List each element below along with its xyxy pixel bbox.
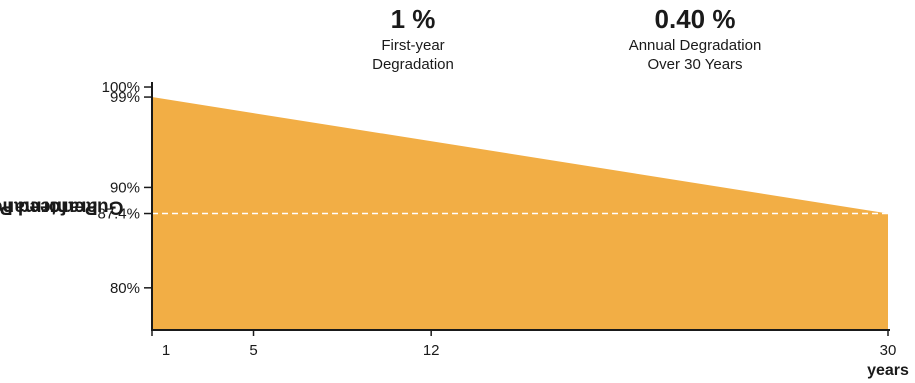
first-year-caption-line2: Degradation bbox=[372, 56, 454, 73]
x-tick-label: 5 bbox=[249, 342, 257, 359]
x-tick-label: 1 bbox=[162, 342, 170, 359]
annual-degradation-value: 0.40 % bbox=[654, 4, 736, 34]
x-tick-label: 12 bbox=[423, 342, 440, 359]
annual-caption-line2: Over 30 Years bbox=[647, 56, 743, 73]
y-axis-label-line2: Performance bbox=[0, 196, 98, 218]
x-tick-label: 30 bbox=[880, 342, 897, 359]
y-axis-label: Guaranteed PowerPerformance bbox=[0, 82, 123, 332]
annual-degradation-caption: Annual Degradation Over 30 Years bbox=[600, 36, 790, 74]
y-tick-label: 90% bbox=[110, 179, 140, 196]
first-year-degradation-value: 1 % bbox=[390, 4, 436, 34]
y-tick-label: 100% bbox=[102, 79, 140, 96]
first-year-degradation-stat: 1 % First-year Degradation bbox=[338, 4, 488, 74]
annual-caption-line1: Annual Degradation bbox=[628, 37, 762, 54]
y-tick-label: 80% bbox=[110, 280, 140, 297]
first-year-degradation-caption: First-year Degradation bbox=[338, 36, 488, 74]
y-tick-label: 99% bbox=[110, 89, 140, 106]
y-tick-label: 87.4% bbox=[97, 206, 140, 223]
annual-degradation-stat: 0.40 % Annual Degradation Over 30 Years bbox=[600, 4, 790, 74]
x-axis-label: years bbox=[867, 362, 909, 379]
first-year-caption-line1: First-year bbox=[381, 37, 445, 54]
performance-area bbox=[152, 97, 888, 330]
